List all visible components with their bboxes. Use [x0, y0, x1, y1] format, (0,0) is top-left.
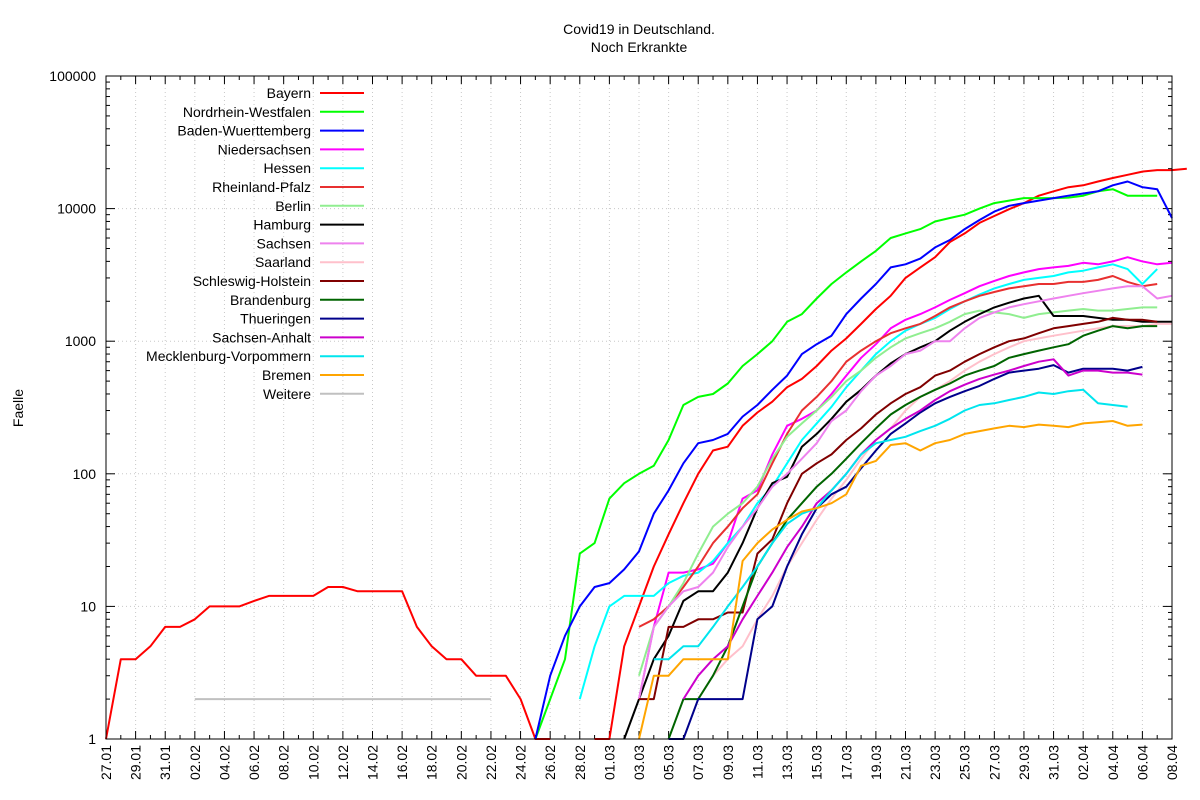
legend-label-sachsen: Sachsen: [257, 235, 311, 251]
x-tick-label: 27.03: [986, 745, 1002, 780]
x-tick-label: 05.03: [661, 745, 677, 780]
y-tick-label: 100: [73, 466, 97, 482]
x-tick-label: 31.03: [1046, 745, 1062, 780]
x-tick-label: 26.02: [542, 745, 558, 780]
x-tick-label: 04.02: [216, 745, 232, 780]
plot-frame: [105, 75, 1173, 740]
x-tick-label: 06.04: [1134, 745, 1150, 780]
x-tick-label: 29.01: [128, 745, 144, 780]
y-tick-label: 10000: [57, 201, 96, 217]
x-tick-label: 31.01: [157, 745, 173, 780]
legend-label-weitere: Weitere: [263, 386, 311, 402]
chart-title: Covid19 in Deutschland.: [563, 21, 715, 37]
x-tick-label: 08.02: [276, 745, 292, 780]
series-line-hamburg: [623, 294, 1172, 740]
legend-label-schleswig-holstein: Schleswig-Holstein: [193, 273, 311, 289]
y-tick-label: 1: [88, 731, 96, 747]
x-tick-label: 20.02: [453, 745, 469, 780]
legend-label-hessen: Hessen: [264, 160, 311, 176]
legend-label-mecklenburg-vorpommern: Mecklenburg-Vorpommern: [146, 348, 311, 364]
series-lines: [105, 167, 1187, 740]
x-tick-label: 27.01: [98, 745, 114, 780]
x-tick-label: 24.02: [513, 745, 529, 780]
x-tick-label: 11.03: [749, 745, 765, 779]
legend-label-thueringen: Thueringen: [240, 311, 311, 327]
x-tick-label: 01.03: [601, 745, 617, 780]
x-axis: 27.01 29.01 31.01 02.02 04.02 06.02 08.02 10.02…: [98, 76, 1180, 780]
x-tick-label: 28.02: [572, 745, 588, 780]
legend-label-sachsen-anhalt: Sachsen-Anhalt: [212, 329, 311, 345]
series-line-berlin: [638, 306, 1158, 676]
y-tick-label: 100000: [49, 68, 96, 84]
x-tick-label: 08.04: [1164, 745, 1180, 780]
x-tick-label: 02.04: [1075, 745, 1091, 780]
x-tick-label: 12.02: [335, 745, 351, 780]
x-tick-label: 07.03: [690, 745, 706, 780]
x-tick-label: 03.03: [631, 745, 647, 780]
legend-label-bayern: Bayern: [267, 85, 311, 101]
y-tick-label: 1000: [65, 333, 96, 349]
x-tick-label: 13.03: [779, 745, 795, 780]
y-tick-label: 10: [80, 598, 96, 614]
x-tick-label: 19.03: [868, 745, 884, 780]
legend-label-niedersachsen: Niedersachsen: [218, 141, 311, 157]
legend-label-nordrhein-westfalen: Nordrhein-Westfalen: [183, 104, 311, 120]
legend-label-bremen: Bremen: [262, 367, 311, 383]
x-tick-label: 29.03: [1016, 745, 1032, 780]
x-tick-label: 14.02: [365, 745, 381, 780]
y-axis-label: Faelle: [10, 389, 26, 427]
y-axis: 1 10 100 1000 10000 100000: [49, 68, 1172, 747]
x-tick-label: 10.02: [305, 745, 321, 780]
series-line-bayern: [105, 167, 1187, 740]
chart-subtitle: Noch Erkrankte: [591, 39, 688, 55]
legend-label-baden-wuerttemberg: Baden-Wuerttemberg: [177, 123, 311, 139]
x-tick-label: 25.03: [957, 745, 973, 780]
legend-label-saarland: Saarland: [255, 254, 311, 270]
series-line-sachsen: [638, 285, 1173, 700]
legend: Bayern Nordrhein-Westfalen Baden-Wuerttemb…: [146, 85, 364, 402]
x-tick-label: 09.03: [720, 745, 736, 780]
x-tick-label: 15.03: [809, 745, 825, 780]
legend-label-brandenburg: Brandenburg: [230, 292, 311, 308]
legend-label-rheinland-pfalz: Rheinland-Pfalz: [212, 179, 311, 195]
series-line-mecklenburg-vorpommern: [653, 388, 1128, 661]
series-line-rheinland-pfalz: [638, 275, 1158, 628]
legend-label-berlin: Berlin: [275, 198, 311, 214]
x-tick-label: 22.02: [483, 745, 499, 780]
series-line-hessen: [578, 263, 1158, 700]
x-tick-label: 21.03: [898, 745, 914, 780]
x-tick-label: 17.03: [838, 745, 854, 780]
series-line-brandenburg: [667, 325, 1158, 740]
series-line-bremen: [638, 420, 1143, 740]
x-tick-label: 04.04: [1105, 745, 1121, 780]
grid: [106, 76, 1172, 739]
x-tick-label: 23.03: [927, 745, 943, 780]
x-tick-label: 18.02: [424, 745, 440, 780]
x-tick-label: 06.02: [246, 745, 262, 780]
series-line-baden-wuerttemberg: [534, 180, 1173, 740]
x-tick-label: 16.02: [394, 745, 410, 780]
legend-label-hamburg: Hamburg: [253, 217, 311, 233]
x-tick-label: 02.02: [187, 745, 203, 780]
series-line-sachsen-anhalt: [682, 358, 1143, 700]
series-line-schleswig-holstein: [639, 316, 1158, 701]
